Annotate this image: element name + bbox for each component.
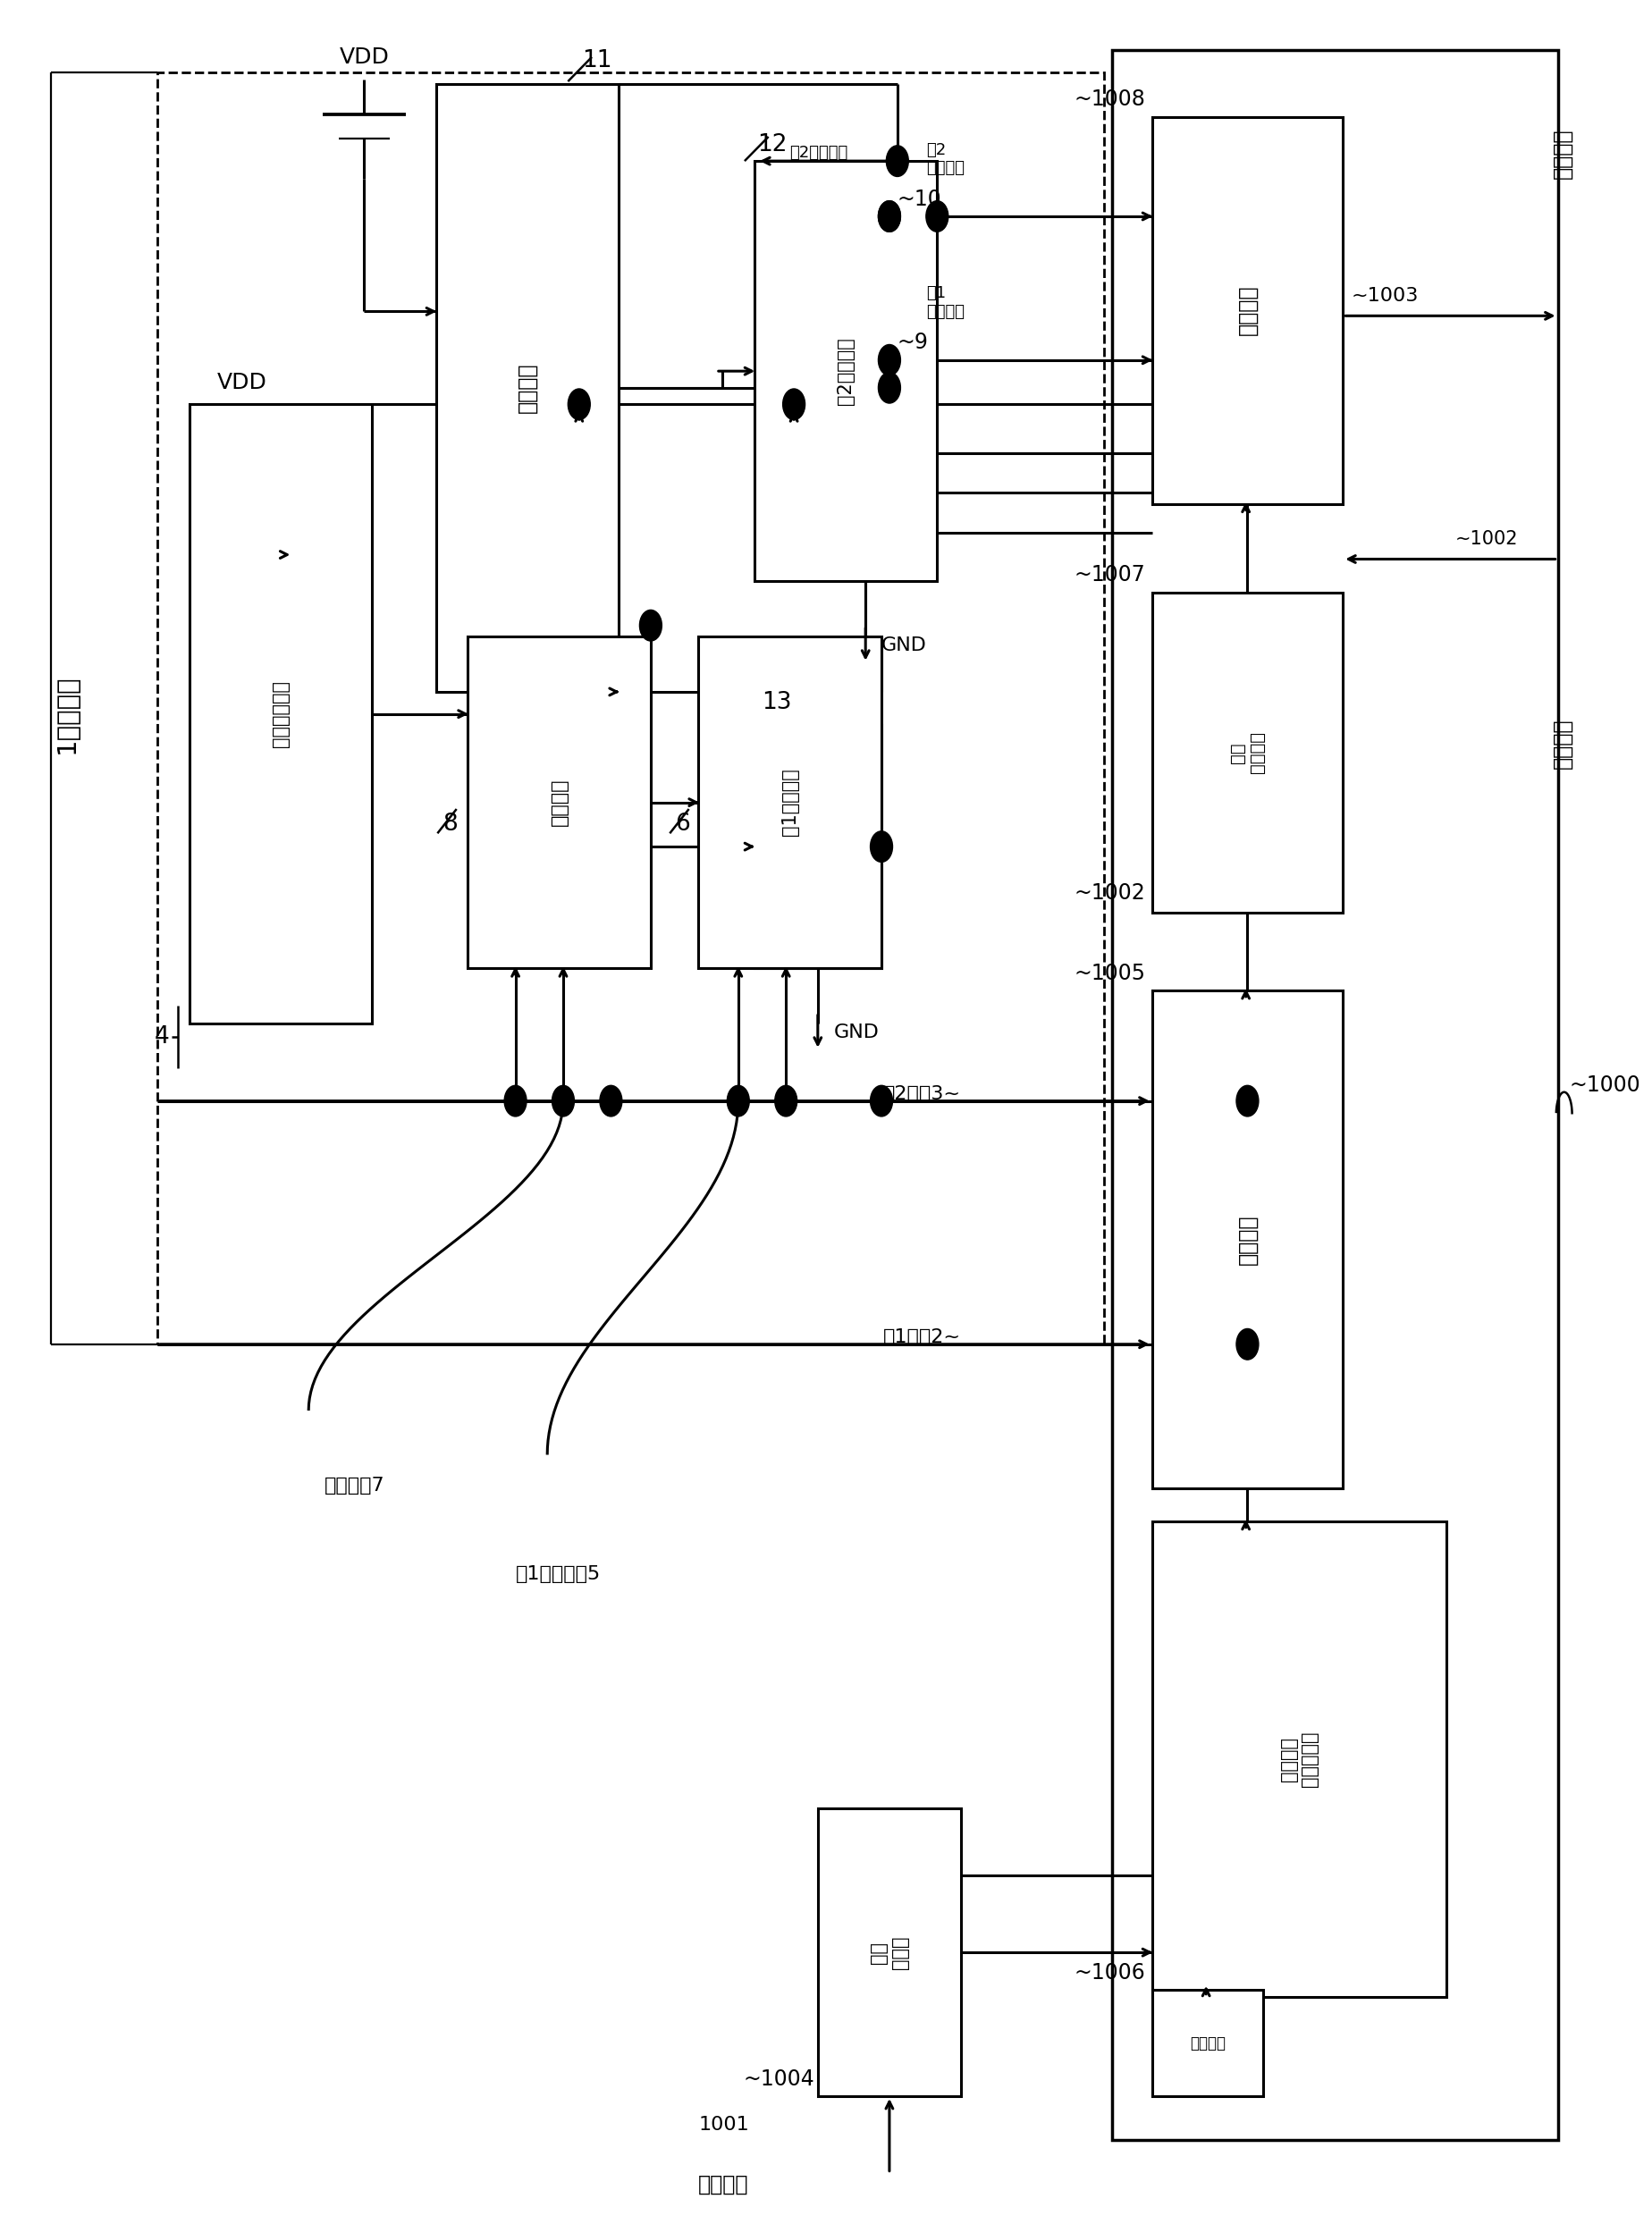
Circle shape	[1236, 1328, 1259, 1359]
Text: ~1000: ~1000	[1569, 1074, 1640, 1096]
Text: ~1005: ~1005	[1074, 963, 1145, 983]
Circle shape	[927, 200, 948, 231]
Bar	[699, 636, 882, 967]
Text: ~10: ~10	[897, 189, 942, 209]
Bar	[436, 85, 620, 692]
Text: 1001: 1001	[699, 2115, 748, 2133]
Circle shape	[639, 609, 662, 641]
Text: ~1006: ~1006	[1074, 1962, 1145, 1984]
Text: GND: GND	[834, 1023, 879, 1041]
Text: 锁存电路: 锁存电路	[1237, 285, 1259, 336]
Circle shape	[727, 1085, 750, 1116]
Text: 第2放电信号: 第2放电信号	[790, 145, 847, 160]
Text: 均衡电路: 均衡电路	[550, 778, 568, 827]
Text: VDD: VDD	[339, 47, 390, 69]
Text: 列选通器: 列选通器	[1237, 1214, 1259, 1265]
Bar	[1151, 592, 1343, 914]
Bar	[753, 725, 882, 967]
Circle shape	[783, 389, 805, 420]
Circle shape	[879, 345, 900, 376]
Text: 地址输入: 地址输入	[699, 2173, 748, 2195]
Text: 控制信号: 控制信号	[1551, 718, 1573, 770]
Text: VDD: VDD	[216, 371, 266, 394]
Circle shape	[775, 1085, 798, 1116]
Text: ~1003: ~1003	[1351, 287, 1419, 305]
Text: 6: 6	[676, 814, 691, 836]
Circle shape	[600, 1085, 623, 1116]
Text: 第2
读出输出: 第2 读出输出	[927, 142, 965, 176]
Text: ~9: ~9	[897, 331, 928, 354]
Text: 差动电路: 差动电路	[517, 363, 539, 414]
Text: 第1输入2~: 第1输入2~	[884, 1328, 961, 1346]
Circle shape	[885, 145, 909, 176]
Text: 1读出电路: 1读出电路	[55, 674, 79, 754]
Circle shape	[879, 371, 900, 403]
Circle shape	[879, 200, 900, 231]
Text: 数据输出: 数据输出	[1551, 127, 1573, 178]
Text: ~1004: ~1004	[743, 2068, 814, 2091]
Bar	[818, 1808, 961, 2097]
Text: ~1008: ~1008	[1074, 89, 1145, 111]
Text: ~1002: ~1002	[1455, 529, 1518, 547]
Bar	[1151, 1990, 1264, 2097]
Circle shape	[1236, 1085, 1259, 1116]
Text: 第2放电电路: 第2放电电路	[836, 338, 854, 405]
Text: 第1放电信号5: 第1放电信号5	[515, 1566, 601, 1583]
Circle shape	[879, 200, 900, 231]
Text: 定时
产生电路: 定时 产生电路	[1229, 732, 1265, 774]
Text: 地址
译码器: 地址 译码器	[871, 1935, 909, 1968]
Text: GND: GND	[882, 636, 927, 654]
Text: ~1002: ~1002	[1074, 883, 1145, 905]
Bar	[753, 160, 937, 580]
Bar	[1151, 990, 1343, 1488]
Text: 11: 11	[582, 49, 613, 73]
Text: 第1放电电路: 第1放电电路	[781, 770, 800, 836]
Text: 第1
读出输出: 第1 读出输出	[927, 285, 965, 320]
Text: 12: 12	[757, 133, 788, 156]
Circle shape	[568, 389, 590, 420]
Circle shape	[871, 1085, 892, 1116]
Text: 8: 8	[443, 814, 458, 836]
Text: 均衡信号7: 均衡信号7	[324, 1477, 385, 1495]
Circle shape	[871, 832, 892, 863]
Bar	[190, 405, 372, 1023]
Bar	[1112, 51, 1558, 2139]
Circle shape	[504, 1085, 527, 1116]
Text: 非易失性
存储器件列: 非易失性 存储器件列	[1280, 1730, 1318, 1786]
Circle shape	[552, 1085, 575, 1116]
Text: 电流负载电路: 电流负载电路	[273, 681, 289, 747]
Text: 13: 13	[762, 692, 791, 714]
Bar	[157, 73, 1104, 1343]
Text: 第2输入3~: 第2输入3~	[884, 1085, 961, 1103]
Text: ~1007: ~1007	[1074, 565, 1145, 585]
Bar	[1151, 1521, 1447, 1997]
Bar	[468, 636, 651, 967]
Bar	[1151, 118, 1343, 505]
Text: 4: 4	[155, 1025, 170, 1048]
Text: 行驱动器: 行驱动器	[1189, 2035, 1226, 2051]
